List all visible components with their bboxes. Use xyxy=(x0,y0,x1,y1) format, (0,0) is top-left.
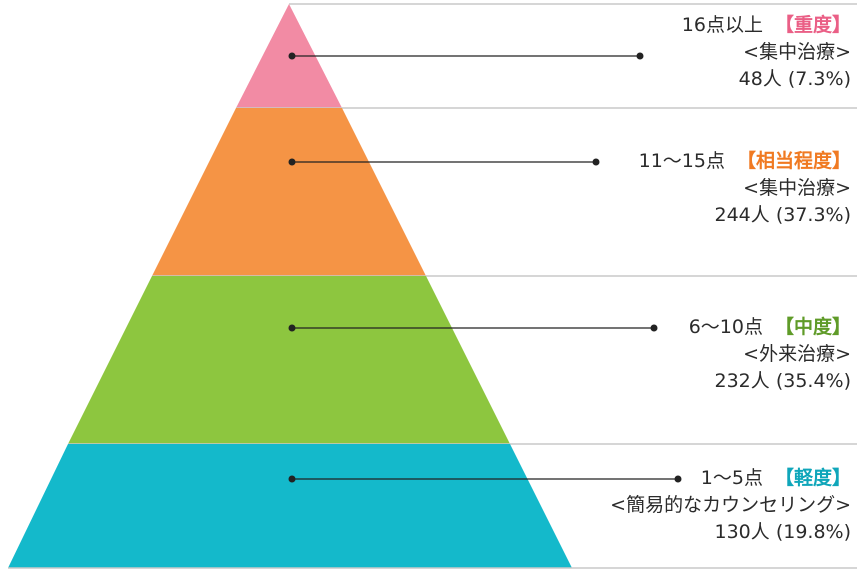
tier-label-mild: 1〜5点 【軽度】 <簡易的なカウンセリング> 130人 (19.8%) xyxy=(521,465,851,546)
tier-label-severe: 16点以上 【重度】 <集中治療> 48人 (7.3%) xyxy=(521,12,851,93)
tier-fairly-severe-band xyxy=(152,108,426,276)
leader-dot-right-severe xyxy=(636,52,644,60)
severity-label: 【相当程度】 xyxy=(736,150,851,172)
treatment-label: <外来治療> xyxy=(743,343,851,365)
score-severity-line: 1〜5点 【軽度】 xyxy=(521,465,851,492)
tier-label-fairly-severe: 11〜15点 【相当程度】 <集中治療> 244人 (37.3%) xyxy=(521,148,851,229)
patient-count-line: 232人 (35.4%) xyxy=(521,368,852,395)
score-range: 16点以上 xyxy=(681,14,763,36)
score-range: 6〜10点 xyxy=(688,316,763,338)
patient-count: 232人 xyxy=(714,370,770,392)
patient-percent: (35.4%) xyxy=(775,370,851,392)
tier-moderate-band xyxy=(68,276,510,444)
leader-dot-left-severe xyxy=(288,52,296,60)
tier-label-moderate: 6〜10点 【中度】 <外来治療> 232人 (35.4%) xyxy=(521,314,851,395)
patient-count-line: 244人 (37.3%) xyxy=(521,202,852,229)
patient-percent: (19.8%) xyxy=(775,521,851,543)
patient-count: 244人 xyxy=(714,204,770,226)
leader-dot-left-moderate xyxy=(288,324,296,332)
leader-dot-right-mild xyxy=(674,475,682,483)
score-range: 1〜5点 xyxy=(700,467,763,489)
leader-dot-left-mild xyxy=(288,475,296,483)
tier-mild-band xyxy=(8,444,572,568)
patient-count-line: 48人 (7.3%) xyxy=(521,66,851,93)
severity-label: 【軽度】 xyxy=(774,467,851,489)
treatment-label: <集中治療> xyxy=(743,177,851,199)
leader-dot-left-fairly-severe xyxy=(288,158,296,166)
severity-label: 【中度】 xyxy=(774,316,851,338)
score-range: 11〜15点 xyxy=(638,150,725,172)
score-severity-line: 16点以上 【重度】 xyxy=(521,12,851,39)
leader-dot-right-fairly-severe xyxy=(592,158,600,166)
severity-label: 【重度】 xyxy=(774,14,851,36)
treatment-label: <集中治療> xyxy=(743,41,851,63)
leader-dot-right-moderate xyxy=(650,324,658,332)
score-severity-line: 6〜10点 【中度】 xyxy=(521,314,851,341)
patient-count: 130人 xyxy=(714,521,770,543)
treatment-label: <簡易的なカウンセリング> xyxy=(610,494,851,516)
patient-count: 48人 xyxy=(738,68,782,90)
patient-percent: (37.3%) xyxy=(775,204,851,226)
score-severity-line: 11〜15点 【相当程度】 xyxy=(521,148,851,175)
patient-count-line: 130人 (19.8%) xyxy=(521,519,852,546)
patient-percent: (7.3%) xyxy=(787,68,851,90)
